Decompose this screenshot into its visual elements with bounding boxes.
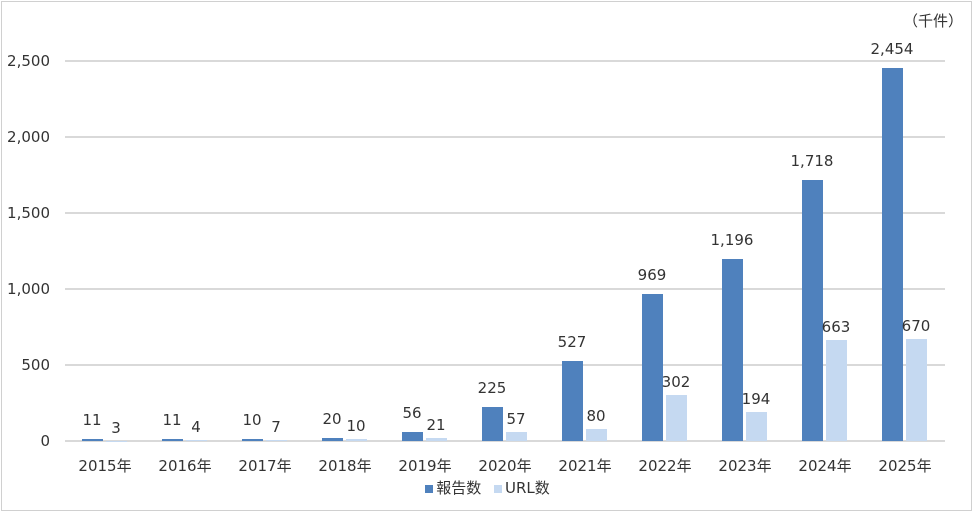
bar-reports bbox=[882, 67, 903, 441]
bar-reports bbox=[82, 439, 103, 441]
bar-urls bbox=[266, 439, 287, 441]
data-label: 4 bbox=[191, 418, 201, 437]
x-tick-label: 2025年 bbox=[878, 457, 932, 475]
bar-reports bbox=[162, 439, 183, 441]
data-label: 80 bbox=[586, 406, 606, 425]
legend-label-urls: URL数 bbox=[505, 479, 550, 497]
data-label: 7 bbox=[271, 417, 281, 436]
data-label: 670 bbox=[901, 317, 931, 336]
legend-swatch-urls bbox=[494, 484, 503, 493]
legend: 報告数 URL数 bbox=[0, 477, 975, 498]
legend-label-reports: 報告数 bbox=[436, 479, 482, 497]
bar-urls bbox=[106, 440, 127, 441]
legend-swatch-reports bbox=[425, 484, 434, 493]
bar-urls bbox=[506, 432, 527, 441]
data-label: 11 bbox=[162, 411, 182, 430]
bar-urls bbox=[826, 340, 847, 441]
y-tick-label: 0 bbox=[40, 432, 50, 450]
bar-reports bbox=[562, 360, 583, 441]
gridline bbox=[65, 288, 945, 290]
data-label: 10 bbox=[242, 411, 262, 430]
bar-reports bbox=[322, 437, 343, 441]
x-tick-label: 2019年 bbox=[398, 457, 452, 475]
data-label: 969 bbox=[637, 265, 667, 284]
y-tick-label: 1,000 bbox=[7, 280, 50, 298]
x-tick-label: 2020年 bbox=[478, 457, 532, 475]
gridline bbox=[65, 60, 945, 62]
x-tick-label: 2022年 bbox=[638, 457, 692, 475]
gridline bbox=[65, 212, 945, 214]
x-tick-label: 2015年 bbox=[78, 457, 132, 475]
y-tick-label: 2,000 bbox=[7, 128, 50, 146]
y-tick-label: 1,500 bbox=[7, 204, 50, 222]
x-tick-label: 2024年 bbox=[798, 457, 852, 475]
bar-urls bbox=[586, 428, 607, 441]
bar-reports bbox=[402, 432, 423, 441]
gridline bbox=[65, 364, 945, 366]
x-tick-label: 2016年 bbox=[158, 457, 212, 475]
bar-reports bbox=[242, 439, 263, 441]
legend-item-reports: 報告数 bbox=[425, 479, 481, 497]
data-label: 56 bbox=[402, 404, 422, 423]
data-label: 194 bbox=[741, 389, 771, 408]
bar-urls bbox=[746, 411, 767, 441]
y-tick-label: 500 bbox=[21, 356, 50, 374]
data-label: 2,454 bbox=[870, 39, 914, 58]
x-tick-label: 2021年 bbox=[558, 457, 612, 475]
data-label: 57 bbox=[506, 410, 526, 429]
bar-urls bbox=[346, 439, 367, 441]
data-label: 225 bbox=[477, 378, 507, 397]
bar-urls bbox=[186, 440, 207, 441]
data-label: 1,718 bbox=[790, 151, 834, 170]
bar-reports bbox=[802, 179, 823, 441]
legend-item-urls: URL数 bbox=[494, 479, 550, 497]
bar-urls bbox=[666, 395, 687, 441]
data-label: 21 bbox=[426, 415, 446, 434]
data-label: 1,196 bbox=[710, 231, 754, 250]
unit-label: （千件） bbox=[902, 12, 963, 30]
bar-reports bbox=[642, 293, 663, 441]
data-label: 10 bbox=[346, 417, 366, 436]
bar-reports bbox=[482, 406, 503, 441]
bar-reports bbox=[722, 259, 743, 441]
y-tick-label: 2,500 bbox=[7, 52, 50, 70]
data-label: 302 bbox=[661, 373, 691, 392]
x-tick-label: 2023年 bbox=[718, 457, 772, 475]
bar-urls bbox=[426, 437, 447, 441]
data-label: 20 bbox=[322, 409, 342, 428]
data-label: 11 bbox=[82, 411, 102, 430]
data-label: 527 bbox=[557, 332, 587, 351]
data-label: 663 bbox=[821, 318, 851, 337]
gridline bbox=[65, 440, 945, 442]
gridline bbox=[65, 136, 945, 138]
bar-urls bbox=[906, 339, 927, 441]
x-tick-label: 2018年 bbox=[318, 457, 372, 475]
data-label: 3 bbox=[111, 418, 121, 437]
x-tick-label: 2017年 bbox=[238, 457, 292, 475]
